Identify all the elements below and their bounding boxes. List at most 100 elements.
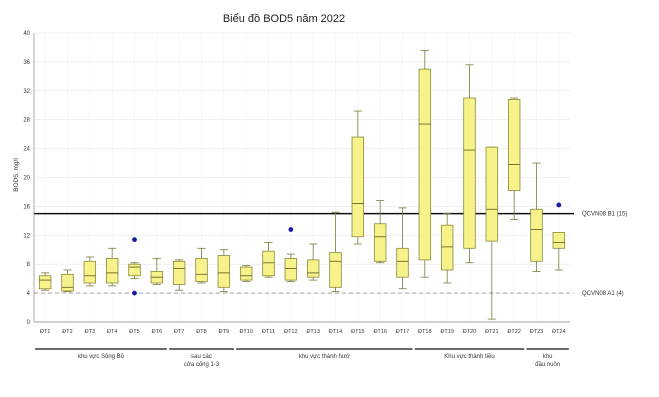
x-tick-label: ĐT16	[373, 329, 386, 335]
box-ĐT19	[440, 213, 454, 284]
group-label: Khu vực thành tiều	[444, 354, 494, 360]
box-ĐT23	[530, 162, 543, 272]
box-iqr	[284, 258, 298, 281]
box-ĐT16	[373, 200, 387, 264]
x-tick-label: ĐT3	[85, 329, 95, 335]
x-tick-label: ĐT14	[329, 329, 342, 335]
box-iqr	[262, 250, 275, 277]
box-iqr	[373, 223, 387, 262]
x-tick-label: ĐT7	[174, 329, 184, 335]
box-iqr	[351, 136, 365, 238]
x-tick-label: ĐT21	[485, 329, 498, 335]
box-ĐT15	[351, 110, 365, 245]
box-ĐT4	[105, 247, 119, 287]
x-tick-label: ĐT5	[129, 329, 139, 335]
x-tick-label: ĐT19	[440, 329, 453, 335]
y-axis-label: BOD5, mg/l	[13, 158, 20, 192]
box-iqr	[38, 275, 52, 290]
x-tick-label: ĐT24	[552, 329, 565, 335]
box-iqr	[239, 266, 253, 281]
outlier-point	[132, 290, 137, 296]
box-iqr	[83, 260, 97, 284]
x-tick-label: ĐT22	[507, 329, 520, 335]
box-ĐT20	[463, 64, 476, 264]
y-tick-label: 32	[23, 89, 30, 95]
box-iqr	[306, 259, 320, 278]
box-ĐT10	[239, 265, 253, 282]
box-ĐT13	[306, 243, 320, 281]
box-iqr	[172, 260, 186, 285]
y-tick-label: 40	[23, 31, 30, 37]
x-tick-label: ĐT4	[107, 329, 117, 335]
y-tick-label: 4	[27, 291, 31, 297]
box-ĐT22	[507, 97, 521, 220]
group-label: cửa cống 1-3	[184, 361, 220, 368]
x-tick-label: ĐT2	[62, 329, 72, 335]
group-label: khu	[543, 354, 553, 360]
x-tick-label: ĐT10	[239, 329, 252, 335]
box-ĐT1	[38, 272, 52, 291]
box-ĐT11	[262, 242, 275, 278]
y-tick-label: 0	[27, 320, 31, 326]
x-tick-label: ĐT17	[396, 329, 409, 335]
reference-line-label: QCVN08 B1 (15)	[582, 212, 627, 218]
y-tick-label: 20	[23, 176, 30, 182]
x-tick-label: ĐT13	[306, 329, 319, 335]
box-ĐT18	[418, 49, 432, 278]
box-ĐT5	[128, 237, 141, 296]
box-iqr	[530, 208, 543, 262]
y-tick-label: 12	[23, 233, 30, 239]
box-ĐT17	[396, 207, 409, 290]
box-iqr	[507, 99, 521, 191]
box-iqr	[463, 97, 476, 249]
box-iqr	[61, 273, 74, 292]
y-tick-label: 16	[23, 204, 30, 210]
reference-line-label: QCVN08 A1 (4)	[582, 291, 624, 297]
outlier-point	[556, 202, 562, 208]
box-ĐT9	[217, 249, 231, 293]
x-tick-label: ĐT18	[418, 329, 431, 335]
x-tick-label: ĐT6	[152, 329, 162, 335]
box-iqr	[128, 263, 141, 277]
x-tick-label: ĐT1	[40, 329, 50, 335]
box-iqr	[440, 224, 454, 271]
box-iqr	[552, 232, 566, 249]
y-tick-label: 8	[27, 262, 31, 268]
box-ĐT24	[552, 202, 566, 271]
chart-title: Biểu đồ BOD5 năm 2022	[223, 13, 345, 25]
boxes-layer	[38, 49, 566, 320]
x-tick-label: ĐT9	[219, 329, 229, 335]
x-tick-label: ĐT15	[351, 329, 364, 335]
group-label: đầu nuồn	[535, 362, 560, 368]
y-tick-label: 28	[23, 118, 30, 124]
x-tick-label: ĐT20	[463, 329, 476, 335]
group-label: khu vực Sông Bồ	[78, 354, 125, 360]
group-label: khu vực thành hướ	[299, 354, 350, 360]
group-label: sau các	[191, 354, 212, 360]
box-iqr	[195, 258, 208, 282]
box-iqr	[329, 252, 342, 288]
y-tick-label: 36	[23, 60, 30, 66]
x-tick-label: ĐT12	[284, 329, 297, 335]
box-iqr	[418, 68, 432, 261]
box-iqr	[217, 255, 231, 288]
axes-layer: 0 4 8 12 16 20 24 28 32 36 40 ĐT1 ĐT2 ĐT3 ĐT4 ĐT5 ĐT6 ĐT7…	[23, 31, 570, 335]
box-ĐT8	[195, 247, 208, 284]
box-ĐT14	[329, 211, 342, 293]
box-ĐT2	[61, 269, 74, 293]
outlier-point	[132, 237, 137, 243]
outlier-point	[288, 227, 294, 232]
x-tick-label: ĐT23	[530, 329, 543, 335]
y-tick-label: 24	[23, 147, 30, 153]
box-ĐT21	[485, 146, 499, 320]
x-tick-label: ĐT11	[262, 329, 275, 335]
box-iqr	[396, 247, 409, 278]
box-ĐT12	[284, 227, 298, 282]
box-iqr	[105, 258, 119, 284]
box-ĐT3	[83, 256, 97, 287]
box-ĐT6	[150, 258, 164, 285]
